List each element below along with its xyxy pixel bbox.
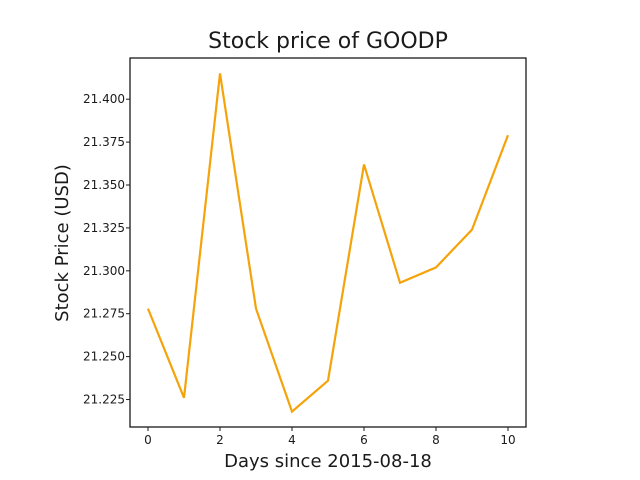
- x-tick-label: 0: [144, 433, 152, 447]
- y-tick-label: 21.250: [83, 350, 125, 364]
- y-tick-label: 21.275: [83, 307, 125, 321]
- x-tick-label: 8: [432, 433, 440, 447]
- series-group: [146, 73, 510, 414]
- y-tick-label: 21.225: [83, 393, 125, 407]
- x-axis-label: Days since 2015-08-18: [224, 451, 432, 472]
- y-tick-label: 21.300: [83, 264, 125, 278]
- y-tick-label: 21.375: [83, 135, 125, 149]
- x-tick-label: 4: [288, 433, 296, 447]
- x-axis: 0 2 4 6 8 10: [144, 427, 516, 447]
- chart-title: Stock price of GOODP: [208, 29, 448, 54]
- series-line: [146, 73, 510, 414]
- plot-frame: [129, 57, 527, 428]
- x-tick-label: 10: [500, 433, 515, 447]
- y-axis-label: Stock Price (USD): [52, 164, 73, 322]
- x-tick-label: 2: [216, 433, 224, 447]
- y-tick-label: 21.350: [83, 178, 125, 192]
- y-axis: 21.225 21.250 21.275 21.300 21.325 21.350 21.3…: [83, 92, 130, 407]
- y-tick-label: 21.325: [83, 221, 125, 235]
- x-tick-label: 6: [360, 433, 368, 447]
- y-tick-label: 21.400: [83, 92, 125, 106]
